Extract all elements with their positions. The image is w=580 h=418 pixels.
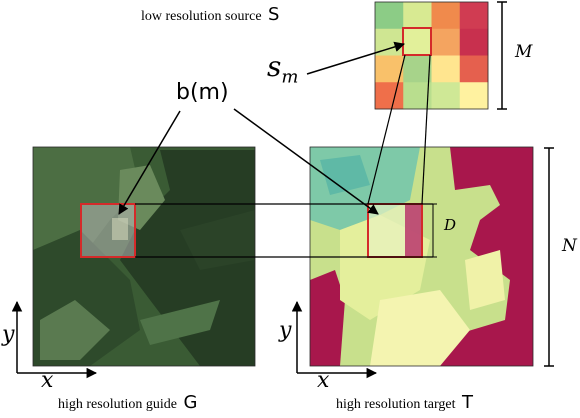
source-grid-cell — [459, 2, 489, 30]
source-grid-cell — [375, 82, 404, 110]
source-grid-cell — [431, 2, 461, 30]
source-pixel-highlight — [402, 27, 432, 56]
D-label: D — [444, 216, 457, 234]
guide-center-pixel — [112, 218, 128, 240]
source-grid-cell — [459, 82, 489, 110]
N-label: N — [562, 236, 577, 256]
source-grid — [375, 2, 489, 110]
guide-caption: high resolution guide G — [58, 392, 198, 413]
target-patch-magenta — [405, 205, 421, 256]
x-label-left: x — [41, 368, 54, 393]
source-grid-cell — [403, 2, 432, 30]
source-grid-cell — [375, 2, 404, 30]
y-label-left: y — [2, 322, 15, 347]
dimension-N — [544, 147, 554, 367]
source-grid-cell — [431, 28, 461, 56]
sm-label: sm — [267, 50, 299, 88]
source-grid-cell — [431, 55, 461, 83]
source-grid-cell — [431, 82, 461, 110]
axes-left — [11, 300, 98, 379]
sm-subscript: m — [281, 66, 299, 88]
x-label-right: x — [317, 368, 330, 393]
y-label-right: y — [279, 318, 292, 343]
arrow-bm-guide — [118, 110, 181, 215]
arrow-sm — [306, 41, 406, 75]
source-letter: S — [268, 4, 280, 25]
bm-label: b(m) — [176, 80, 229, 105]
source-grid-cell — [403, 55, 432, 83]
target-caption: high resolution target T — [336, 392, 473, 413]
M-label: M — [515, 42, 533, 62]
source-border — [374, 1, 489, 110]
dimension-M — [497, 1, 507, 110]
target-letter: T — [462, 392, 473, 413]
source-grid-cell — [459, 55, 489, 83]
source-grid-cell — [459, 28, 489, 56]
arrow-bm-target — [233, 108, 379, 215]
source-to-target-lines — [367, 54, 431, 205]
guide-letter: G — [183, 392, 198, 413]
source-grid-cell — [403, 28, 432, 56]
axes-right — [291, 300, 378, 379]
source-caption: low resolution source S — [141, 4, 280, 25]
patch-connectors — [135, 203, 433, 258]
